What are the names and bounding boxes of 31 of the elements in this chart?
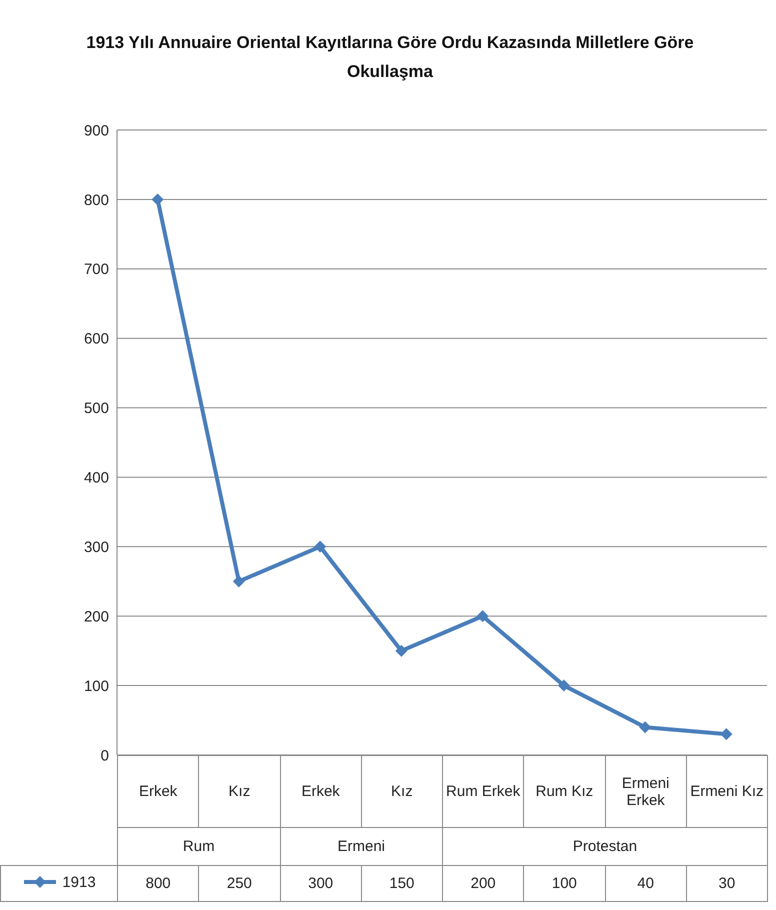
- y-tick-label: 600: [84, 330, 109, 348]
- x-tick-label: Rum Erkek: [442, 756, 524, 828]
- data-label: 150: [361, 866, 442, 902]
- x-tick-label: Ermeni Kız: [686, 756, 768, 828]
- y-tick-label: 300: [84, 538, 109, 556]
- y-tick-label: 400: [84, 470, 109, 487]
- y-tick-label: 700: [84, 261, 109, 278]
- x-tick-label: Kız: [198, 756, 280, 828]
- text: Protestan: [442, 828, 768, 866]
- legend-label: 1913: [62, 874, 96, 891]
- data-label: 30: [686, 866, 768, 902]
- x-tick-label: Kız: [361, 756, 442, 828]
- y-tick-label: 200: [84, 608, 109, 626]
- y-tick-label: 800: [84, 192, 109, 209]
- data-label: 100: [524, 866, 605, 902]
- data-label: 300: [280, 866, 362, 902]
- y-tick-label: 500: [84, 400, 109, 418]
- y-tick-label: 900: [84, 122, 109, 140]
- x-tick-label: Erkek: [280, 756, 362, 828]
- x-tick-label: Ermeni Erkek: [605, 756, 686, 828]
- data-label: 40: [605, 866, 686, 902]
- chart-title: 1913 Yılı Annuaire Oriental Kayıtlarına Göre Ordu Kazasında Milletlere Göre Okullaşma: [85, 32, 695, 83]
- text: Rum: [118, 828, 280, 866]
- data-label: 200: [442, 866, 524, 902]
- data-label: 250: [198, 866, 280, 902]
- x-tick-label: Erkek: [118, 756, 199, 828]
- text: Ermeni: [280, 828, 442, 866]
- y-tick-label: 0: [100, 747, 109, 764]
- data-label: 800: [118, 866, 199, 902]
- y-tick-label: 100: [84, 678, 109, 695]
- x-tick-label: Rum Kız: [524, 756, 605, 828]
